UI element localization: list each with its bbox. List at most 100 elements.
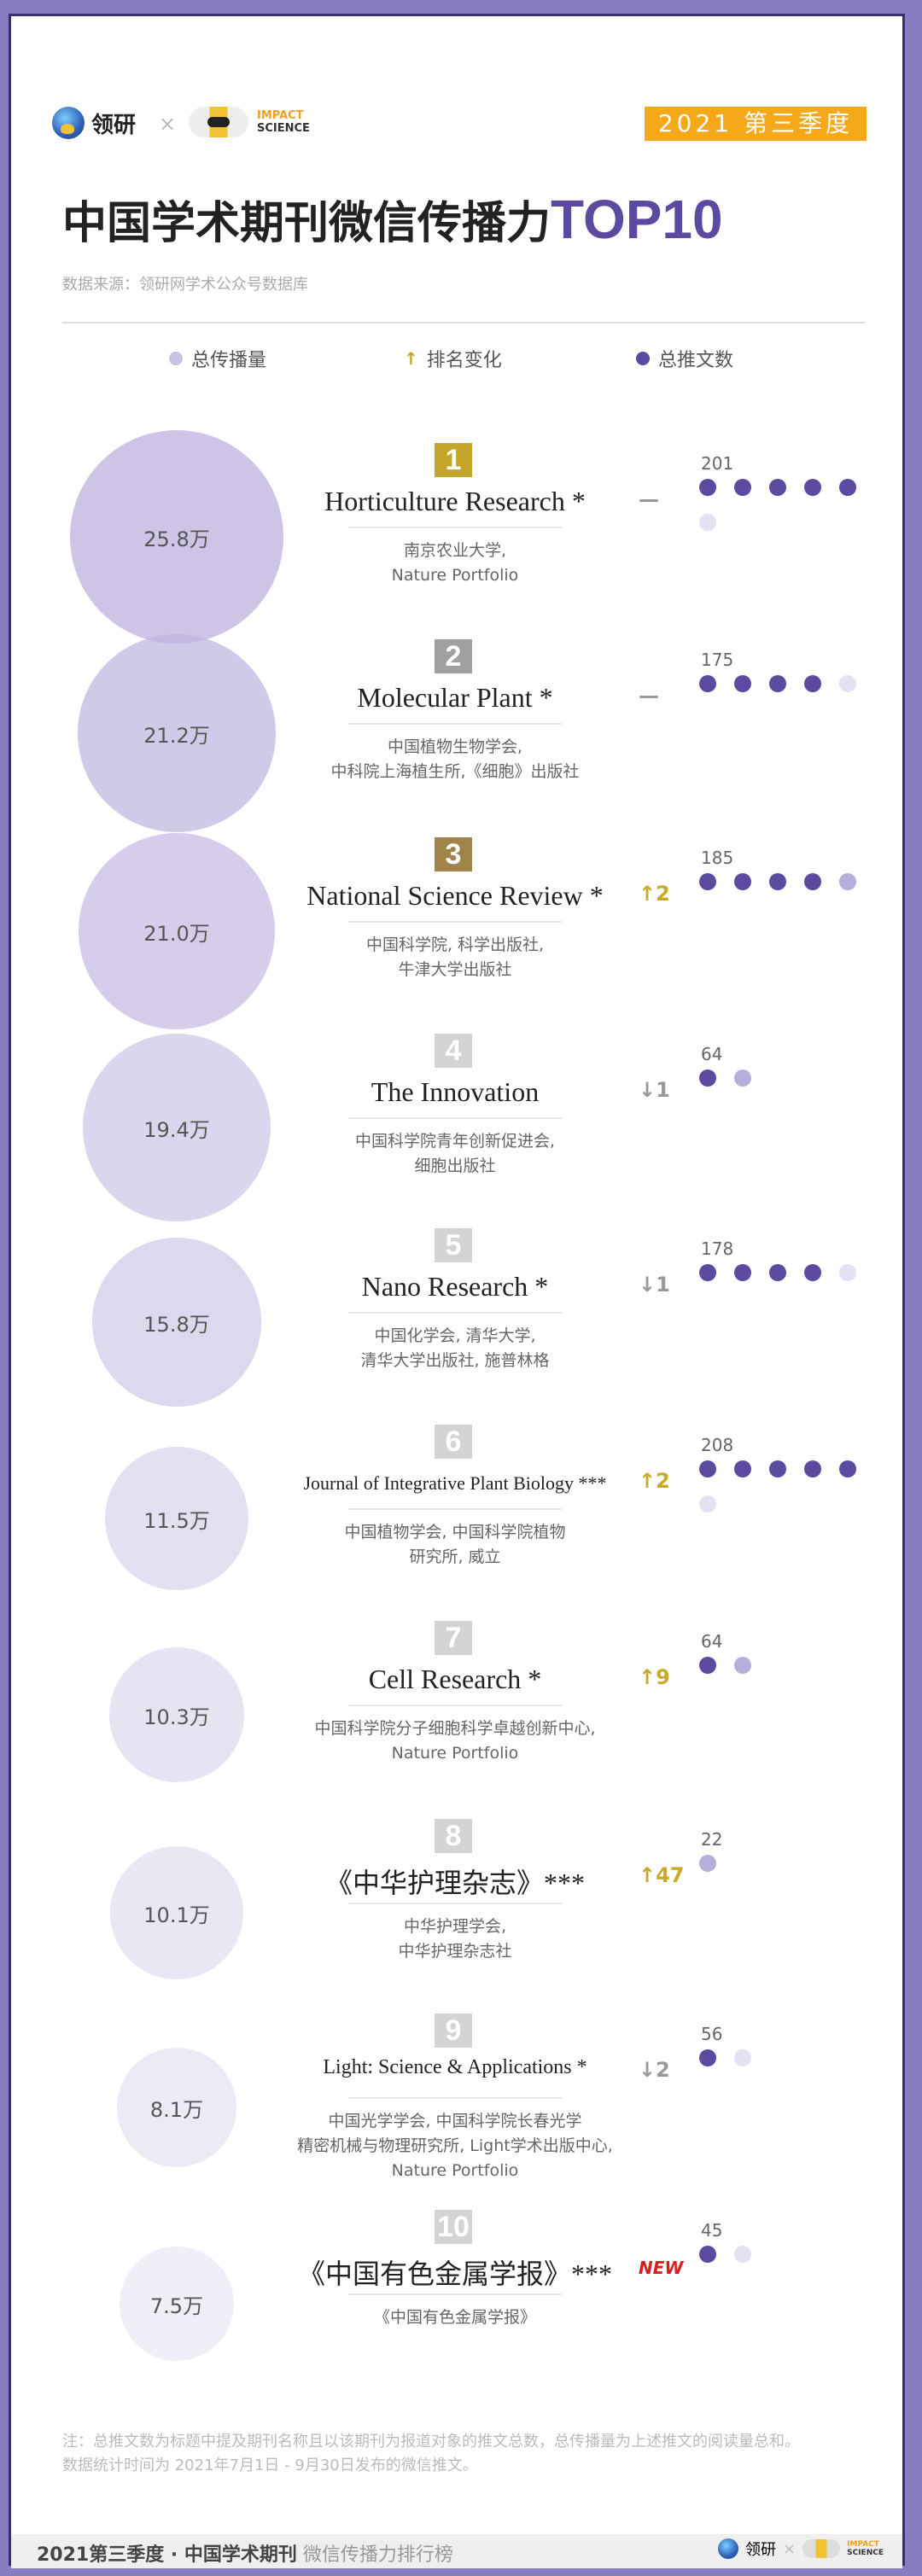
legend-spread-label: 总传播量 — [191, 345, 266, 372]
legend-spread: 总传播量 — [169, 345, 266, 372]
impact-science-logo: IMPACT SCIENCE — [189, 107, 310, 137]
rank-badge: 1 — [435, 443, 472, 477]
publisher: 南京农业大学, Nature Portfolio — [293, 539, 617, 588]
rank-badge: 8 — [435, 1819, 472, 1853]
spread-bubble: 25.8万 — [70, 430, 283, 644]
legend: 总传播量 ↑ 排名变化 总推文数 — [11, 345, 907, 379]
rank-change: ↑2 — [639, 1469, 698, 1493]
publisher-line: 牛津大学出版社 — [293, 958, 617, 982]
publisher: 中国光学学会, 中国科学院长春光学 精密机械与物理研究所, Light学术出版中心… — [293, 2109, 617, 2183]
post-dot — [699, 1069, 716, 1087]
post-dot — [769, 479, 786, 496]
publisher-line: 清华大学出版社, 施普林格 — [293, 1349, 617, 1373]
footer-bar: 2021第三季度 · 中国学术期刊 微信传播力排行榜 领研 × IMPACT S… — [11, 2534, 902, 2568]
publisher: 中国科学院青年创新促进会, 细胞出版社 — [293, 1129, 617, 1179]
post-dot — [769, 1460, 786, 1477]
name-underline — [348, 1508, 562, 1510]
quarter-badge: 2021 第三季度 — [645, 107, 867, 141]
spread-value: 8.1万 — [150, 2093, 203, 2123]
spread-bubble: 10.3万 — [109, 1647, 244, 1782]
rank-badge: 2 — [435, 639, 472, 673]
legend-rank-change: ↑ 排名变化 — [404, 345, 502, 372]
rank-change: ↑2 — [639, 882, 698, 906]
post-dot — [699, 1855, 716, 1872]
rank-badge: 5 — [435, 1228, 472, 1262]
post-dots — [699, 1657, 878, 1674]
spread-bubble: 8.1万 — [117, 2048, 236, 2167]
publisher-line: 中华护理学会, — [293, 1915, 617, 1939]
post-dot — [699, 514, 716, 531]
rank-badge: 3 — [435, 837, 472, 871]
publisher-line: 中国科学院青年创新促进会, — [293, 1129, 617, 1154]
rank-badge: 7 — [435, 1621, 472, 1655]
post-count: 64 — [701, 1044, 722, 1064]
impact-science-icon — [802, 2539, 840, 2558]
post-count: 178 — [701, 1238, 733, 1259]
spread-value: 15.8万 — [143, 1308, 209, 1338]
footer-times: × — [783, 2540, 796, 2558]
data-source: 数据来源：领研网学术公众号数据库 — [62, 272, 308, 294]
spread-value: 7.5万 — [150, 2289, 203, 2319]
lingyan-bird-icon — [718, 2538, 738, 2559]
post-dots — [699, 1264, 878, 1281]
divider — [62, 322, 865, 323]
post-dot — [699, 479, 716, 496]
post-dot — [839, 479, 856, 496]
light-circle-icon — [169, 352, 183, 365]
post-dot — [804, 1460, 821, 1477]
post-dot — [734, 1657, 751, 1674]
name-underline — [348, 1312, 562, 1314]
spread-value: 21.2万 — [143, 719, 209, 749]
post-dots — [699, 1069, 878, 1087]
publisher-line: 细胞出版社 — [293, 1154, 617, 1179]
publisher: 中国植物学会, 中国科学院植物 研究所, 威立 — [293, 1520, 617, 1570]
publisher-line: 精密机械与物理研究所, Light学术出版中心, — [293, 2134, 617, 2159]
lingyan-logo: 领研 — [52, 107, 136, 139]
rank-change: ↓2 — [639, 2058, 698, 2082]
journal-name: The Innovation — [276, 1076, 634, 1108]
rank-change: NEW — [639, 2258, 698, 2278]
spread-value: 10.3万 — [143, 1700, 209, 1730]
footer-caption-light: 微信传播力排行榜 — [303, 2544, 453, 2566]
post-dot — [734, 873, 751, 890]
name-underline — [348, 921, 562, 923]
footer-logos: 领研 × IMPACT SCIENCE — [718, 2538, 884, 2560]
post-dot — [699, 1495, 716, 1512]
journal-name: Light: Science & Applications * — [276, 2056, 634, 2079]
dark-dot-icon — [636, 352, 650, 365]
post-dot — [839, 1460, 856, 1477]
post-dots — [699, 2246, 878, 2263]
post-count: 45 — [701, 2220, 722, 2241]
top-decoration — [0, 0, 922, 14]
publisher-line: Nature Portfolio — [293, 2159, 617, 2183]
journal-name: National Science Review * — [276, 880, 634, 912]
spread-bubble: 19.4万 — [83, 1034, 271, 1221]
publisher-line: 中华护理杂志社 — [293, 1939, 617, 1964]
spread-value: 11.5万 — [143, 1504, 209, 1534]
name-underline — [348, 2097, 562, 2099]
footnote-line: 数据统计时间为 2021年7月1日 - 9月30日发布的微信推文。 — [62, 2454, 865, 2478]
rank-badge: 6 — [435, 1425, 472, 1459]
legend-posts-label: 总推文数 — [658, 345, 733, 372]
publisher-line: Nature Portfolio — [293, 1741, 617, 1766]
impact-line2: SCIENCE — [257, 122, 310, 135]
footer-impact-line1: IMPACT — [847, 2540, 884, 2549]
journal-name: Molecular Plant * — [276, 682, 634, 714]
spread-bubble: 15.8万 — [92, 1238, 261, 1407]
legend-posts: 总推文数 — [636, 345, 733, 372]
infographic-card: 领研 × IMPACT SCIENCE 2021 第三季度 中国学术期刊微信传播… — [9, 14, 905, 2566]
post-dots — [699, 2049, 878, 2066]
publisher-line: 中国化学会, 清华大学, — [293, 1324, 617, 1349]
post-dot — [804, 479, 821, 496]
post-dots — [699, 873, 878, 890]
post-dot — [734, 2246, 751, 2263]
publisher-line: 中国植物生物学会, — [293, 735, 617, 760]
post-dot — [769, 873, 786, 890]
post-dot — [734, 1069, 751, 1087]
publisher: 中国植物生物学会, 中科院上海植生所,《细胞》出版社 — [293, 735, 617, 784]
footer-impact-line2: SCIENCE — [847, 2549, 884, 2557]
post-count: 185 — [701, 848, 733, 868]
spread-bubble: 10.1万 — [110, 1846, 243, 1979]
post-dot — [699, 2246, 716, 2263]
rank-badge: 9 — [435, 2014, 472, 2048]
